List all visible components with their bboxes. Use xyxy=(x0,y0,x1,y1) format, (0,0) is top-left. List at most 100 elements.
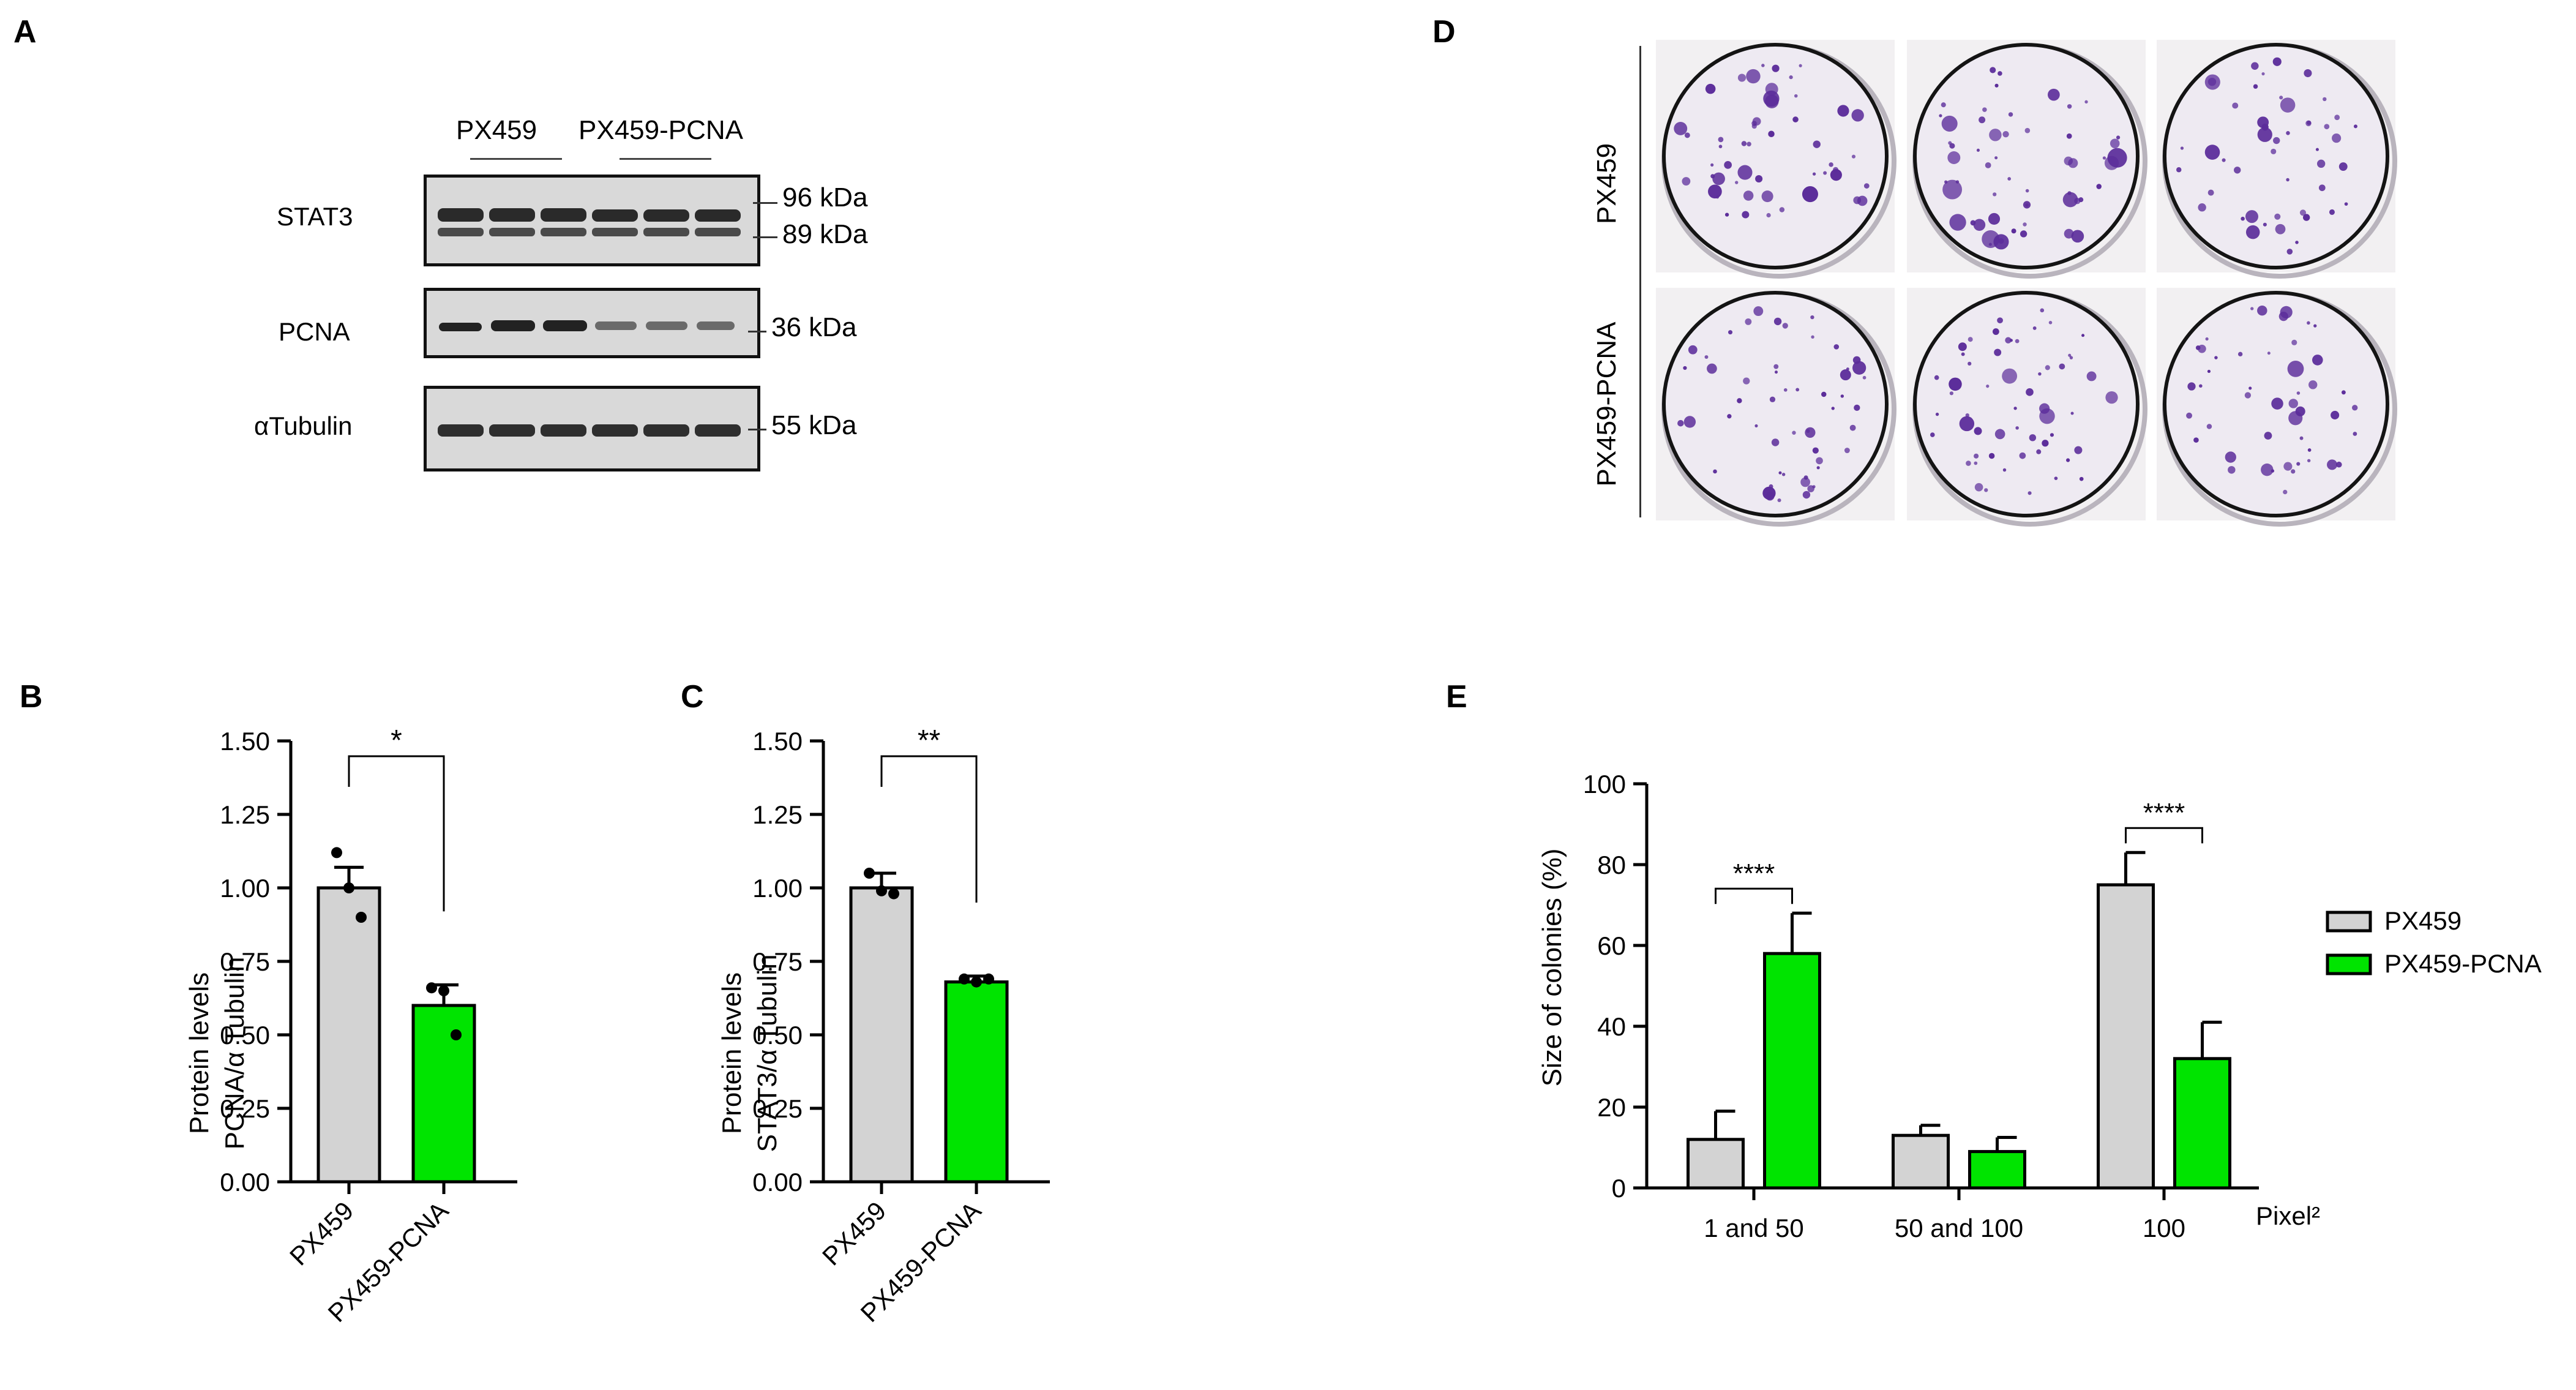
colony xyxy=(1765,94,1779,108)
colony xyxy=(1774,370,1778,374)
marker-96-kda: 96 kDa xyxy=(782,182,868,212)
y-tick-label: 0.00 xyxy=(220,1168,270,1197)
colony xyxy=(2250,307,2254,310)
colony xyxy=(1941,102,1946,108)
colony xyxy=(1705,83,1716,94)
colony xyxy=(2299,209,2307,216)
colony xyxy=(2283,462,2293,471)
colony xyxy=(2116,135,2121,140)
chart-stat3-levels: Protein levels STAT3/α Tubulin 0.000.250… xyxy=(717,724,1050,1328)
colony xyxy=(2024,127,2031,133)
significance-bracket xyxy=(880,755,978,903)
colony-plate xyxy=(2157,40,2397,279)
colony xyxy=(2027,491,2032,495)
colony xyxy=(1965,413,1969,418)
data-point xyxy=(451,1029,462,1040)
colony xyxy=(1974,483,1983,492)
plate-rim xyxy=(1913,43,2140,269)
significance-bracket xyxy=(348,755,445,912)
data-point xyxy=(864,868,875,879)
data-point xyxy=(876,885,887,896)
colony xyxy=(2005,337,2012,344)
colony xyxy=(2025,189,2029,193)
colony xyxy=(2303,214,2310,221)
colony xyxy=(2244,392,2252,399)
colony xyxy=(2002,130,2009,138)
colony xyxy=(1802,186,1818,203)
colony xyxy=(1688,345,1698,355)
colony xyxy=(2193,437,2199,443)
colony xyxy=(1947,151,1961,164)
panel-label-b: B xyxy=(20,679,43,715)
colony xyxy=(1812,447,1819,454)
colony xyxy=(1766,212,1771,218)
data-point xyxy=(983,973,994,985)
colony xyxy=(1742,211,1750,219)
colony xyxy=(1816,466,1820,470)
colony xyxy=(1985,162,1991,168)
colony-plate xyxy=(1907,288,2147,527)
colony xyxy=(1741,141,1747,146)
blot-pcna xyxy=(424,288,760,358)
blot-tubulin xyxy=(424,386,760,471)
colony xyxy=(1939,114,1942,118)
y-tick-label: 40 xyxy=(1597,1012,1626,1041)
marker-tick-96 xyxy=(753,202,777,204)
colony xyxy=(1782,323,1788,329)
row-divider xyxy=(1639,46,1641,517)
colony xyxy=(1792,116,1799,122)
colony xyxy=(1941,115,1958,132)
colony xyxy=(1994,156,1998,160)
y-tick-label: 80 xyxy=(1597,851,1626,879)
colony xyxy=(2009,339,2013,342)
colony xyxy=(1851,109,1864,122)
colony xyxy=(1747,141,1751,147)
colony xyxy=(1821,391,1827,397)
colony xyxy=(2195,345,2201,350)
bar-px459-pcna xyxy=(944,980,1009,1184)
data-point xyxy=(356,912,367,923)
colony xyxy=(2032,326,2037,330)
colony xyxy=(2015,426,2019,430)
colony xyxy=(2295,406,2305,416)
colony xyxy=(1761,64,1765,67)
colony xyxy=(1930,432,1935,437)
colony xyxy=(2261,72,2265,76)
colony-plate xyxy=(1656,40,1896,279)
colony xyxy=(2074,198,2081,205)
colony xyxy=(2274,213,2281,220)
colony xyxy=(1829,162,1833,167)
blot-stat3 xyxy=(424,175,760,266)
y-tick-label: 1.00 xyxy=(220,874,270,903)
colony xyxy=(1802,490,1811,499)
colony xyxy=(1794,94,1798,98)
colony xyxy=(2040,308,2045,313)
colony xyxy=(1998,71,2002,76)
colony xyxy=(1949,391,1953,396)
colony xyxy=(1840,369,1851,381)
colony xyxy=(1753,306,1764,317)
plate-rim xyxy=(1662,291,1889,517)
colony xyxy=(1854,404,1860,411)
plate-rim xyxy=(2163,43,2389,269)
colony xyxy=(1837,105,1849,117)
colony xyxy=(2264,432,2272,440)
colony xyxy=(1994,83,1999,88)
colony xyxy=(2279,96,2283,100)
panel-label-d: D xyxy=(1432,14,1456,50)
colony xyxy=(1812,172,1816,176)
colony xyxy=(2324,124,2330,130)
colony xyxy=(1727,414,1732,419)
colony xyxy=(1683,366,1687,370)
bar-px459-pcna xyxy=(1763,952,1821,1190)
colony xyxy=(1994,429,2005,440)
marker-tick-55 xyxy=(748,429,766,430)
colony xyxy=(1735,181,1739,184)
colony xyxy=(2291,469,2296,474)
data-point xyxy=(331,847,342,858)
colony xyxy=(2214,356,2218,359)
y-tick-label: 1.50 xyxy=(752,727,803,756)
y-tick-label: 0.50 xyxy=(752,1021,803,1050)
colony xyxy=(1974,461,1978,465)
bar-px459 xyxy=(2097,883,2155,1190)
